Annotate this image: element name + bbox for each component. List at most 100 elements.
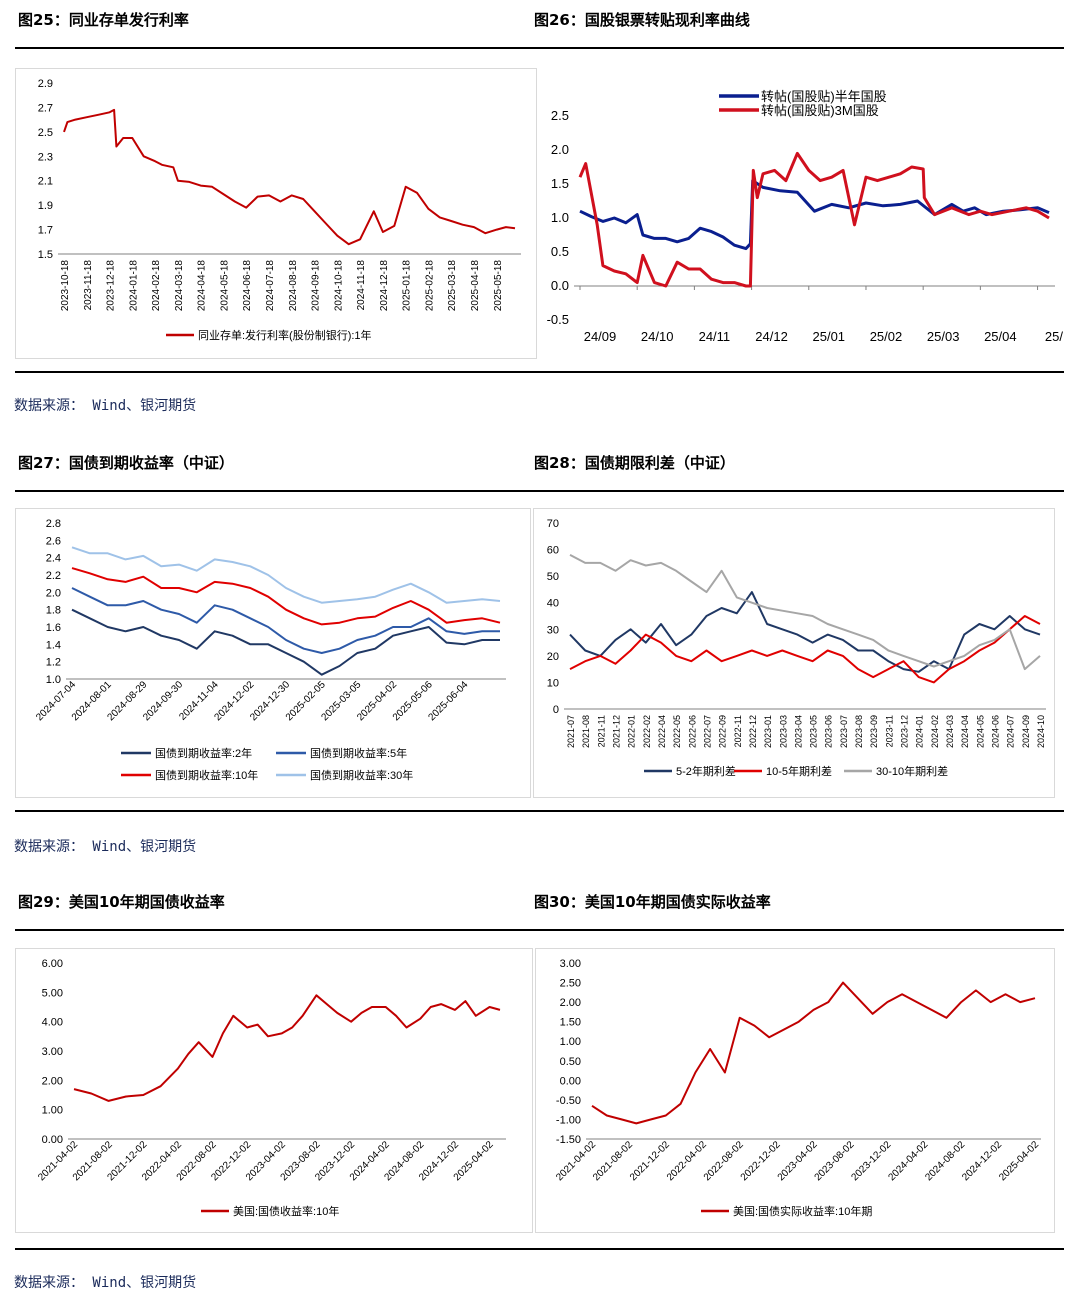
y-tick-label: 2.00 — [560, 997, 581, 1009]
y-tick-label: 2.1 — [38, 176, 53, 188]
fig26-chart: 2.5 2.0 1.5 1.0 0.5 0.0 -0.5 24/09 24/10 24/11 24/… — [547, 89, 1071, 344]
series-line — [71, 587, 500, 654]
y-tick-label: 1.5 — [551, 176, 569, 191]
x-tick-label: 2025-03-18 — [447, 260, 458, 312]
x-tick-label: 24/11 — [699, 329, 731, 344]
y-tick-label: 2.8 — [46, 518, 61, 530]
x-tick-label: 2025-01-18 — [402, 260, 413, 312]
series-line — [63, 108, 516, 246]
x-tick-label: 2021-07 — [566, 715, 576, 748]
x-tick-label: 2023-11 — [884, 715, 894, 747]
x-tick-label: 2021-08 — [581, 715, 591, 748]
divider — [15, 810, 1064, 812]
x-tick-label: 2025-04-18 — [470, 260, 481, 312]
divider — [15, 371, 1064, 373]
y-tick-label: 3.00 — [560, 958, 581, 970]
y-tick-label: -0.50 — [556, 1095, 581, 1107]
x-tick-label: 24/09 — [584, 329, 617, 344]
x-tick-label: 2024-09 — [1021, 715, 1031, 748]
fig26-title: 图26：国股银票转贴现利率曲线 — [534, 11, 750, 29]
series-line — [578, 151, 1050, 288]
y-tick-label: 2.5 — [551, 108, 569, 123]
y-tick-label: 1.8 — [46, 605, 61, 617]
x-tick-label: 24/12 — [755, 329, 788, 344]
legend-label: 美国:国债收益率:10年 — [233, 1204, 339, 1218]
x-tick-label: 2023-06 — [824, 715, 834, 748]
y-tick-label: 1.7 — [38, 225, 53, 237]
x-tick-label: 2024-04-18 — [197, 260, 208, 312]
y-tick-label: 2.00 — [42, 1075, 63, 1087]
source-note: 数据来源： Wind、银河期货 — [14, 839, 197, 855]
legend-label: 30-10年期利差 — [876, 764, 948, 778]
y-tick-label: 0.50 — [560, 1056, 581, 1068]
x-tick-label: 2023-04 — [793, 715, 803, 748]
x-tick-label: 2024-09-18 — [311, 260, 322, 312]
series-line — [569, 554, 1041, 671]
fig25-chart: 2.9 2.7 2.5 2.3 2.1 1.9 1.7 1.5 2023-10-18 2023-1… — [38, 78, 521, 342]
x-tick-label: 2024-02-18 — [151, 260, 162, 312]
x-tick-label: 2022-05 — [672, 715, 682, 748]
x-tick-label: 2023-12-18 — [106, 260, 117, 312]
x-tick-label: 2022-11 — [733, 715, 743, 747]
x-tick-label: 2024-08-18 — [288, 260, 299, 312]
x-tick-label: 2023-03 — [778, 715, 788, 748]
y-tick-label: 3.00 — [42, 1046, 63, 1058]
y-tick-label: 1.9 — [38, 200, 53, 212]
y-tick-label: -0.5 — [547, 312, 569, 327]
y-tick-label: 2.0 — [551, 142, 569, 157]
y-tick-label: 2.5 — [38, 127, 53, 139]
x-tick-label: 2024-05 — [975, 715, 985, 748]
x-tick-label: 25/02 — [870, 329, 903, 344]
x-tick-label: 2024-07 — [1006, 715, 1016, 748]
divider — [15, 1248, 1064, 1250]
fig27-title: 图27：国债到期收益率（中证） — [18, 454, 234, 472]
y-tick-label: 1.50 — [560, 1017, 581, 1029]
x-tick-label: 2023-09 — [869, 715, 879, 748]
x-tick-label: 25/0 — [1045, 329, 1063, 344]
y-tick-label: 1.0 — [46, 674, 61, 686]
divider — [15, 47, 1064, 49]
source-note: 数据来源： Wind、银河期货 — [14, 398, 197, 414]
x-tick-label: 2024-12-18 — [379, 260, 390, 312]
y-tick-label: 2.3 — [38, 151, 53, 163]
y-tick-label: 1.0 — [551, 210, 569, 225]
y-tick-label: -1.50 — [556, 1134, 581, 1146]
series-line — [71, 567, 501, 626]
series-line — [579, 179, 1050, 251]
fig28-chart: 70 60 50 40 30 20 10 0 2021-07 2021-08 2021-11 2021… — [547, 518, 1046, 778]
y-tick-label: 1.5 — [38, 249, 53, 261]
y-tick-label: 0.5 — [551, 244, 569, 259]
x-tick-label: 24/10 — [641, 329, 674, 344]
x-tick-label: 2023-08 — [854, 715, 864, 748]
y-tick-label: 1.4 — [46, 639, 61, 651]
x-tick-label: 25/03 — [927, 329, 960, 344]
fig29-chart: 6.005.004.003.002.001.000.002021-04-0220… — [36, 958, 506, 1218]
x-tick-label: 2024-10 — [1036, 715, 1046, 748]
y-tick-label: 0 — [553, 704, 559, 716]
y-tick-label: 2.0 — [46, 587, 61, 599]
x-tick-label: 2022-12 — [748, 715, 758, 748]
y-tick-label: 0.00 — [42, 1134, 63, 1146]
series-line — [71, 546, 501, 604]
series-line — [569, 615, 1041, 684]
y-tick-label: 50 — [547, 571, 559, 583]
series-line — [569, 591, 1041, 673]
series-line — [591, 981, 1036, 1125]
x-tick-label: 2024-10-18 — [333, 260, 344, 312]
y-tick-label: 2.2 — [46, 570, 61, 582]
legend-label: 国债到期收益率:10年 — [155, 768, 258, 782]
x-tick-label: 2021-11 — [596, 715, 606, 747]
fig25-title: 图25：同业存单发行利率 — [18, 11, 189, 29]
x-tick-label: 2025-02-18 — [424, 260, 435, 312]
x-tick-label: 2023-11-18 — [83, 260, 94, 311]
legend-label: 5-2年期利差 — [676, 764, 736, 778]
x-tick-label: 2023-12 — [900, 715, 910, 748]
legend-label: 10-5年期利差 — [766, 764, 832, 778]
y-tick-label: 2.50 — [560, 978, 581, 990]
x-tick-label: 2022-02 — [642, 715, 652, 748]
y-tick-label: -1.00 — [556, 1114, 581, 1126]
y-tick-label: 4.00 — [42, 1017, 63, 1029]
legend-label: 国债到期收益率:30年 — [310, 768, 413, 782]
source-note: 数据来源： Wind、银河期货 — [14, 1275, 197, 1291]
x-tick-label: 2022-04 — [657, 715, 667, 748]
